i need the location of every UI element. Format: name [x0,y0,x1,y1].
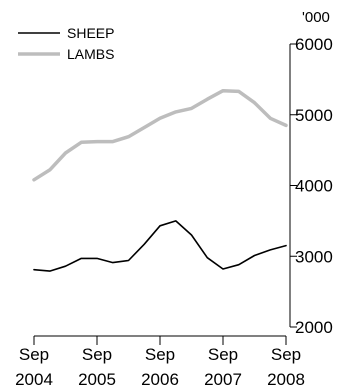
y-tick-label: 3000 [295,247,333,266]
x-tick-label-year: 2006 [141,370,179,389]
x-tick-label-year: 2007 [204,370,242,389]
series-lines [32,88,288,272]
x-tick-label-year: 2004 [15,370,53,389]
y-tick-label: 2000 [295,318,333,337]
x-tick-label-month: Sep [82,345,112,364]
legend-label-lambs: LAMBS [67,46,114,62]
y-tick-label: 5000 [295,106,333,125]
x-axis: Sep 2004 Sep 2005 Sep 2006 Sep 2007 Sep 2008 [15,335,305,389]
x-tick-label-month: Sep [19,345,49,364]
x-tick-label-year: 2008 [267,370,305,389]
x-tick-label-month: Sep [208,345,238,364]
series-line-lambs [32,88,288,182]
legend: SHEEP LAMBS [18,25,114,62]
legend-label-sheep: SHEEP [67,25,114,41]
y-tick-label: 6000 [295,35,333,54]
y-axis: '000 2000 3000 4000 5000 6000 [289,9,333,337]
x-tick-label-month: Sep [145,345,175,364]
series-line-sheep [33,220,287,272]
x-tick-label-month: Sep [271,345,301,364]
y-tick-label: 4000 [295,177,333,196]
y-unit-label: '000 [302,9,330,26]
x-tick-label-year: 2005 [78,370,116,389]
